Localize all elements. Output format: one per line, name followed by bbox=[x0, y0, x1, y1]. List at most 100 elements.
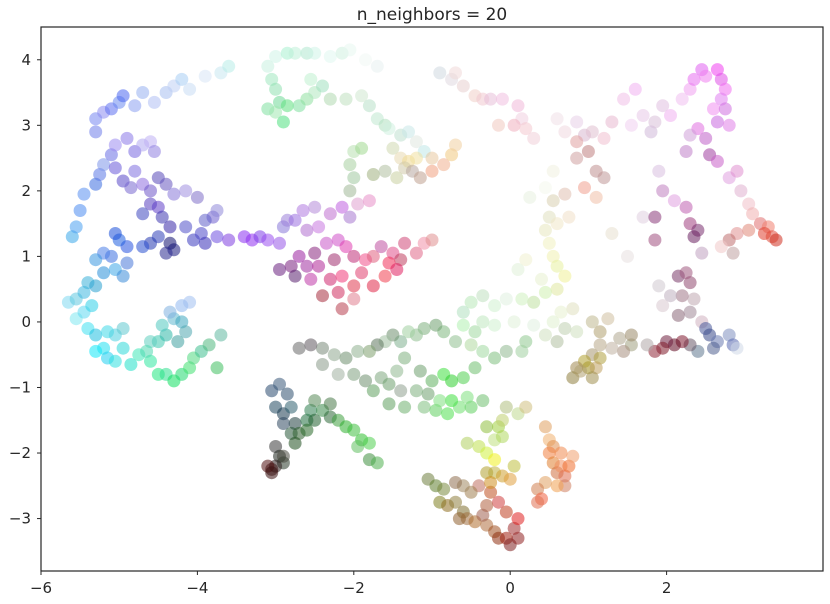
scatter-point bbox=[488, 453, 502, 467]
scatter-point bbox=[120, 131, 134, 145]
scatter-point bbox=[323, 272, 337, 286]
scatter-point bbox=[550, 259, 564, 273]
scatter-point bbox=[499, 505, 513, 519]
scatter-point bbox=[718, 102, 732, 116]
scatter-point bbox=[335, 269, 349, 283]
plot-frame bbox=[40, 26, 824, 572]
scatter-point bbox=[507, 315, 521, 329]
scatter-point bbox=[276, 417, 290, 430]
scatter-point bbox=[163, 236, 177, 250]
scatter-point bbox=[128, 164, 142, 178]
scatter-point bbox=[425, 374, 439, 388]
scatter-point bbox=[617, 92, 631, 106]
scatter-point bbox=[347, 292, 361, 306]
scatter-point bbox=[202, 338, 216, 352]
scatter-point bbox=[300, 259, 314, 273]
scatter-point bbox=[89, 253, 103, 267]
scatter-point bbox=[546, 315, 560, 329]
scatter-point bbox=[429, 318, 443, 332]
scatter-point bbox=[628, 82, 642, 96]
scatter-point bbox=[261, 233, 275, 247]
scatter-point bbox=[601, 312, 615, 326]
scatter-point bbox=[339, 92, 353, 106]
scatter-point bbox=[210, 361, 224, 375]
scatter-point bbox=[648, 210, 662, 224]
scatter-point bbox=[116, 322, 130, 335]
scatter-point bbox=[538, 285, 552, 299]
scatter-point bbox=[382, 397, 396, 411]
scatter-point bbox=[335, 302, 349, 316]
scatter-point bbox=[664, 109, 677, 122]
scatter-point bbox=[273, 236, 286, 250]
scatter-point bbox=[265, 72, 279, 86]
scatter-point bbox=[355, 89, 369, 103]
scatter-point bbox=[159, 328, 173, 342]
scatter-point bbox=[648, 115, 662, 129]
scatter-point bbox=[726, 246, 740, 260]
scatter-point bbox=[97, 158, 111, 172]
scatter-point bbox=[425, 233, 439, 247]
scatter-point bbox=[499, 292, 513, 306]
scatter-point bbox=[484, 92, 498, 106]
scatter-point bbox=[108, 138, 122, 152]
scatter-point bbox=[136, 207, 150, 221]
scatter-point bbox=[531, 482, 545, 496]
scatter-point bbox=[488, 299, 502, 313]
scatter-point bbox=[413, 364, 427, 378]
scatter-point bbox=[499, 344, 513, 358]
scatter-point bbox=[542, 236, 556, 250]
scatter-point bbox=[707, 102, 720, 116]
scatter-point bbox=[183, 361, 197, 375]
scatter-point bbox=[636, 210, 650, 224]
y-tick-label: 0 bbox=[21, 313, 31, 331]
scatter-point bbox=[288, 213, 302, 227]
x-tick-label: 2 bbox=[662, 579, 672, 597]
scatter-point bbox=[308, 413, 322, 427]
y-tick-label: 3 bbox=[21, 116, 31, 134]
scatter-point bbox=[433, 66, 447, 80]
scatter-point bbox=[558, 187, 572, 201]
scatter-point bbox=[409, 384, 423, 398]
y-tick-label: −3 bbox=[9, 510, 31, 528]
scatter-point bbox=[667, 194, 681, 208]
scatter-point bbox=[210, 204, 224, 217]
scatter-point bbox=[284, 259, 298, 273]
scatter-point bbox=[269, 105, 283, 119]
scatter-point bbox=[538, 420, 552, 434]
scatter-point bbox=[402, 325, 415, 339]
scatter-point bbox=[710, 63, 724, 77]
scatter-point bbox=[449, 495, 462, 509]
scatter-point bbox=[445, 148, 459, 162]
scatter-point bbox=[519, 335, 533, 349]
scatter-point bbox=[480, 466, 494, 480]
scatter-point bbox=[511, 512, 525, 526]
scatter-point bbox=[585, 125, 599, 139]
scatter-point bbox=[468, 361, 482, 375]
scatter-point bbox=[671, 308, 685, 322]
scatter-point bbox=[136, 240, 150, 254]
scatter-point bbox=[402, 125, 415, 139]
scatter-point bbox=[718, 82, 732, 96]
scatter-point bbox=[198, 69, 212, 83]
scatter-point bbox=[366, 384, 380, 398]
scatter-point bbox=[574, 364, 588, 378]
scatter-point bbox=[347, 367, 361, 381]
scatter-point bbox=[429, 403, 443, 417]
scatter-point bbox=[300, 423, 314, 437]
scatter-point bbox=[464, 400, 478, 414]
y-tick-label: 1 bbox=[21, 247, 31, 265]
scatter-point bbox=[183, 295, 197, 309]
scatter-point bbox=[179, 184, 193, 198]
scatter-point bbox=[304, 403, 318, 417]
scatter-point bbox=[511, 263, 525, 276]
scatter-point bbox=[347, 423, 361, 437]
x-tick-label: −4 bbox=[186, 579, 208, 597]
scatter-point bbox=[300, 223, 314, 237]
scatter-point bbox=[339, 240, 353, 254]
y-tick-label: −2 bbox=[9, 444, 31, 462]
scatter-point bbox=[265, 466, 279, 480]
scatter-point bbox=[175, 72, 189, 86]
scatter-point bbox=[722, 118, 736, 132]
scatter-point bbox=[116, 89, 130, 103]
scatter-point bbox=[269, 50, 283, 63]
